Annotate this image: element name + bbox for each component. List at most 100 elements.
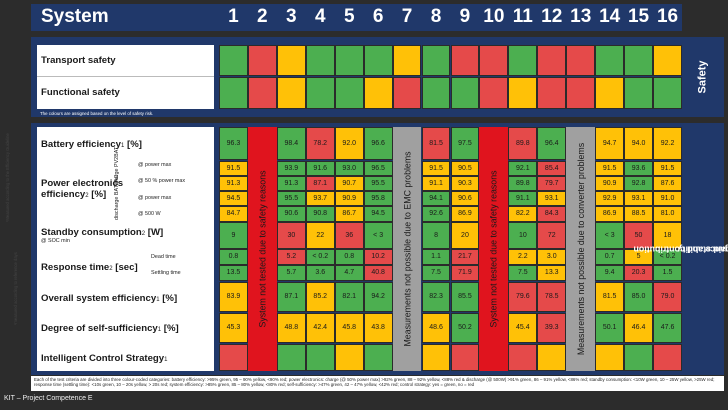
perf-cell-standby-11: 10 — [508, 222, 538, 249]
header-col-15: 15 — [627, 6, 650, 27]
perf-value-self_suff-8: 48.6 — [429, 324, 443, 331]
perf-value-pe2-9: 90.3 — [458, 179, 472, 187]
safety-cell-transport-1 — [219, 45, 248, 76]
perf-cell-pe1-6: 96.5 — [363, 161, 393, 176]
perf-cell-standby-9: 20 — [450, 222, 480, 249]
perf-cell-pe2-11: 89.8 — [508, 176, 538, 191]
margin-note-1: ¹Measured according to the Efficiency Gu… — [5, 133, 10, 222]
perf-cell-dead-14: 0.7 — [595, 249, 625, 265]
header-col-11: 11 — [512, 6, 533, 27]
perf-cell-pe3-14: 92.9 — [595, 191, 625, 206]
safety-cell-functional-2 — [247, 77, 277, 109]
perf-value-self_suff-1: 45.3 — [226, 324, 241, 331]
perf-value-standby-3: 30 — [287, 231, 296, 239]
safety-cell-transport-14 — [595, 45, 625, 76]
bottom-note-area — [31, 376, 724, 391]
header-col-10: 10 — [483, 6, 505, 27]
perf-value-standby-16: 18 — [663, 231, 672, 239]
perf-cell-standby-14: < 3 — [595, 222, 625, 249]
banner-col13: Measurements not possible due to convert… — [566, 127, 596, 371]
perf-cell-battery-14: 94.7 — [595, 127, 625, 160]
perf-cell-standby-6: < 3 — [363, 222, 393, 249]
perf-value-pe1-12: 85.4 — [544, 164, 559, 172]
perf-value-self_suff-16: 47.6 — [660, 324, 675, 331]
perf-cell-dead-12: 3.0 — [537, 249, 567, 265]
perf-value-standby-6: < 3 — [373, 231, 384, 239]
perf-cell-settling-6: 40.8 — [363, 265, 393, 281]
perf-cell-dead-9: 21.7 — [450, 249, 480, 265]
pe-sub3: @ power max — [138, 195, 172, 201]
safety-cell-functional-8 — [421, 77, 451, 109]
perf-cell-pe2-6: 95.5 — [363, 176, 393, 191]
safety-cell-transport-9 — [450, 45, 480, 76]
header-col-6: 6 — [372, 6, 384, 27]
perf-value-settling-12: 13.3 — [544, 269, 559, 276]
perf-value-pe1-3: 93.9 — [284, 164, 299, 172]
safety-cell-functional-11 — [508, 77, 538, 109]
perf-value-pe4-9: 86.9 — [458, 210, 472, 217]
header-col-13: 13 — [570, 6, 592, 27]
perf-value-dead-14: 0.7 — [604, 253, 615, 260]
perf-value-overall-12: 78.5 — [544, 293, 559, 300]
perf-cell-overall-15: 85.0 — [624, 282, 653, 312]
header-col-7: 7 — [401, 6, 413, 27]
safety-cell-transport-12 — [537, 45, 567, 76]
perf-value-pe1-1: 91.5 — [226, 164, 241, 172]
banner-col7: Measurements not possible due to EMC pro… — [392, 127, 422, 371]
perf-value-dead-15: 5 — [636, 253, 641, 260]
perf-value-pe1-8: 91.5 — [429, 164, 443, 172]
perf-value-dead-8: 1.1 — [431, 253, 441, 260]
perf-value-battery-16: 92.2 — [660, 139, 675, 147]
perf-cell-pe4-9: 86.9 — [450, 206, 480, 222]
perf-value-self_suff-11: 45.4 — [516, 324, 530, 331]
perf-value-settling-6: 40.8 — [371, 269, 385, 276]
safety-cell-functional-15 — [624, 77, 653, 109]
perf-value-dead-11: 2.2 — [517, 253, 528, 260]
perf-cell-standby-12: 72 — [537, 222, 567, 249]
perf-value-battery-9: 97.5 — [458, 139, 472, 147]
margin-note-2: ²measured according to reference days — [13, 252, 18, 325]
perf-cell-standby-16: 18 — [653, 222, 682, 249]
perf-value-overall-4: 85.2 — [313, 293, 328, 300]
perf-value-pe2-15: 92.8 — [631, 179, 646, 187]
perf-value-pe3-12: 93.1 — [544, 194, 559, 202]
perf-cell-dead-11: 2.2 — [508, 249, 538, 265]
safety-cell-functional-10 — [479, 77, 509, 109]
response-sub1: Dead time — [151, 254, 176, 260]
header-col-4: 4 — [314, 6, 326, 27]
perf-cell-intelligent-1 — [219, 344, 248, 371]
perf-cell-settling-9: 71.9 — [450, 265, 480, 281]
safety-cell-transport-16 — [653, 45, 682, 76]
perf-cell-pe3-9: 90.6 — [450, 191, 480, 206]
safety-cell-functional-5 — [334, 77, 364, 109]
perf-cell-pe3-12: 93.1 — [537, 191, 567, 206]
row-label-response: Response time2 [sec] — [41, 262, 138, 273]
header-col-16: 16 — [656, 6, 679, 27]
perf-cell-battery-15: 94.0 — [624, 127, 653, 160]
perf-value-overall-11: 79.6 — [516, 293, 530, 300]
perf-cell-overall-12: 78.5 — [537, 282, 567, 312]
perf-cell-pe1-11: 92.1 — [508, 161, 538, 176]
safety-side-panel — [682, 37, 724, 117]
perf-value-battery-3: 98.4 — [284, 139, 299, 147]
perf-value-pe2-8: 91.1 — [429, 179, 443, 187]
perf-value-pe2-14: 90.9 — [602, 179, 617, 187]
perf-cell-intelligent-15 — [624, 344, 653, 371]
safety-cell-functional-1 — [219, 77, 248, 109]
perf-value-standby-5: 36 — [345, 231, 354, 239]
perf-value-overall-3: 87.1 — [284, 293, 299, 300]
perf-value-settling-14: 9.4 — [604, 269, 615, 276]
perf-value-battery-5: 92.0 — [342, 139, 357, 147]
perf-value-battery-8: 81.5 — [429, 139, 443, 147]
perf-cell-standby-4: 22 — [305, 222, 335, 249]
perf-cell-overall-5: 82.1 — [334, 282, 364, 312]
perf-value-overall-1: 83.9 — [226, 293, 241, 300]
perf-value-pe3-3: 95.5 — [284, 194, 299, 202]
perf-cell-intelligent-16 — [653, 344, 682, 371]
perf-cell-pe4-12: 84.3 — [537, 206, 567, 222]
perf-cell-settling-4: 3.6 — [305, 265, 335, 281]
perf-cell-battery-4: 78.2 — [305, 127, 335, 160]
perf-cell-pe4-16: 81.0 — [653, 206, 682, 222]
perf-cell-dead-3: 5.2 — [276, 249, 306, 265]
perf-cell-settling-14: 9.4 — [595, 265, 625, 281]
